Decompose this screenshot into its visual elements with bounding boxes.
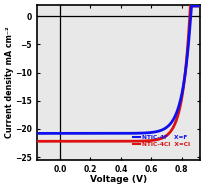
Legend: NTIC-4F   X=F, NTIC-4Cl  X=Cl: NTIC-4F X=F, NTIC-4Cl X=Cl (130, 133, 191, 149)
X-axis label: Voltage (V): Voltage (V) (90, 175, 146, 184)
Y-axis label: Current density mA cm⁻²: Current density mA cm⁻² (5, 27, 14, 138)
